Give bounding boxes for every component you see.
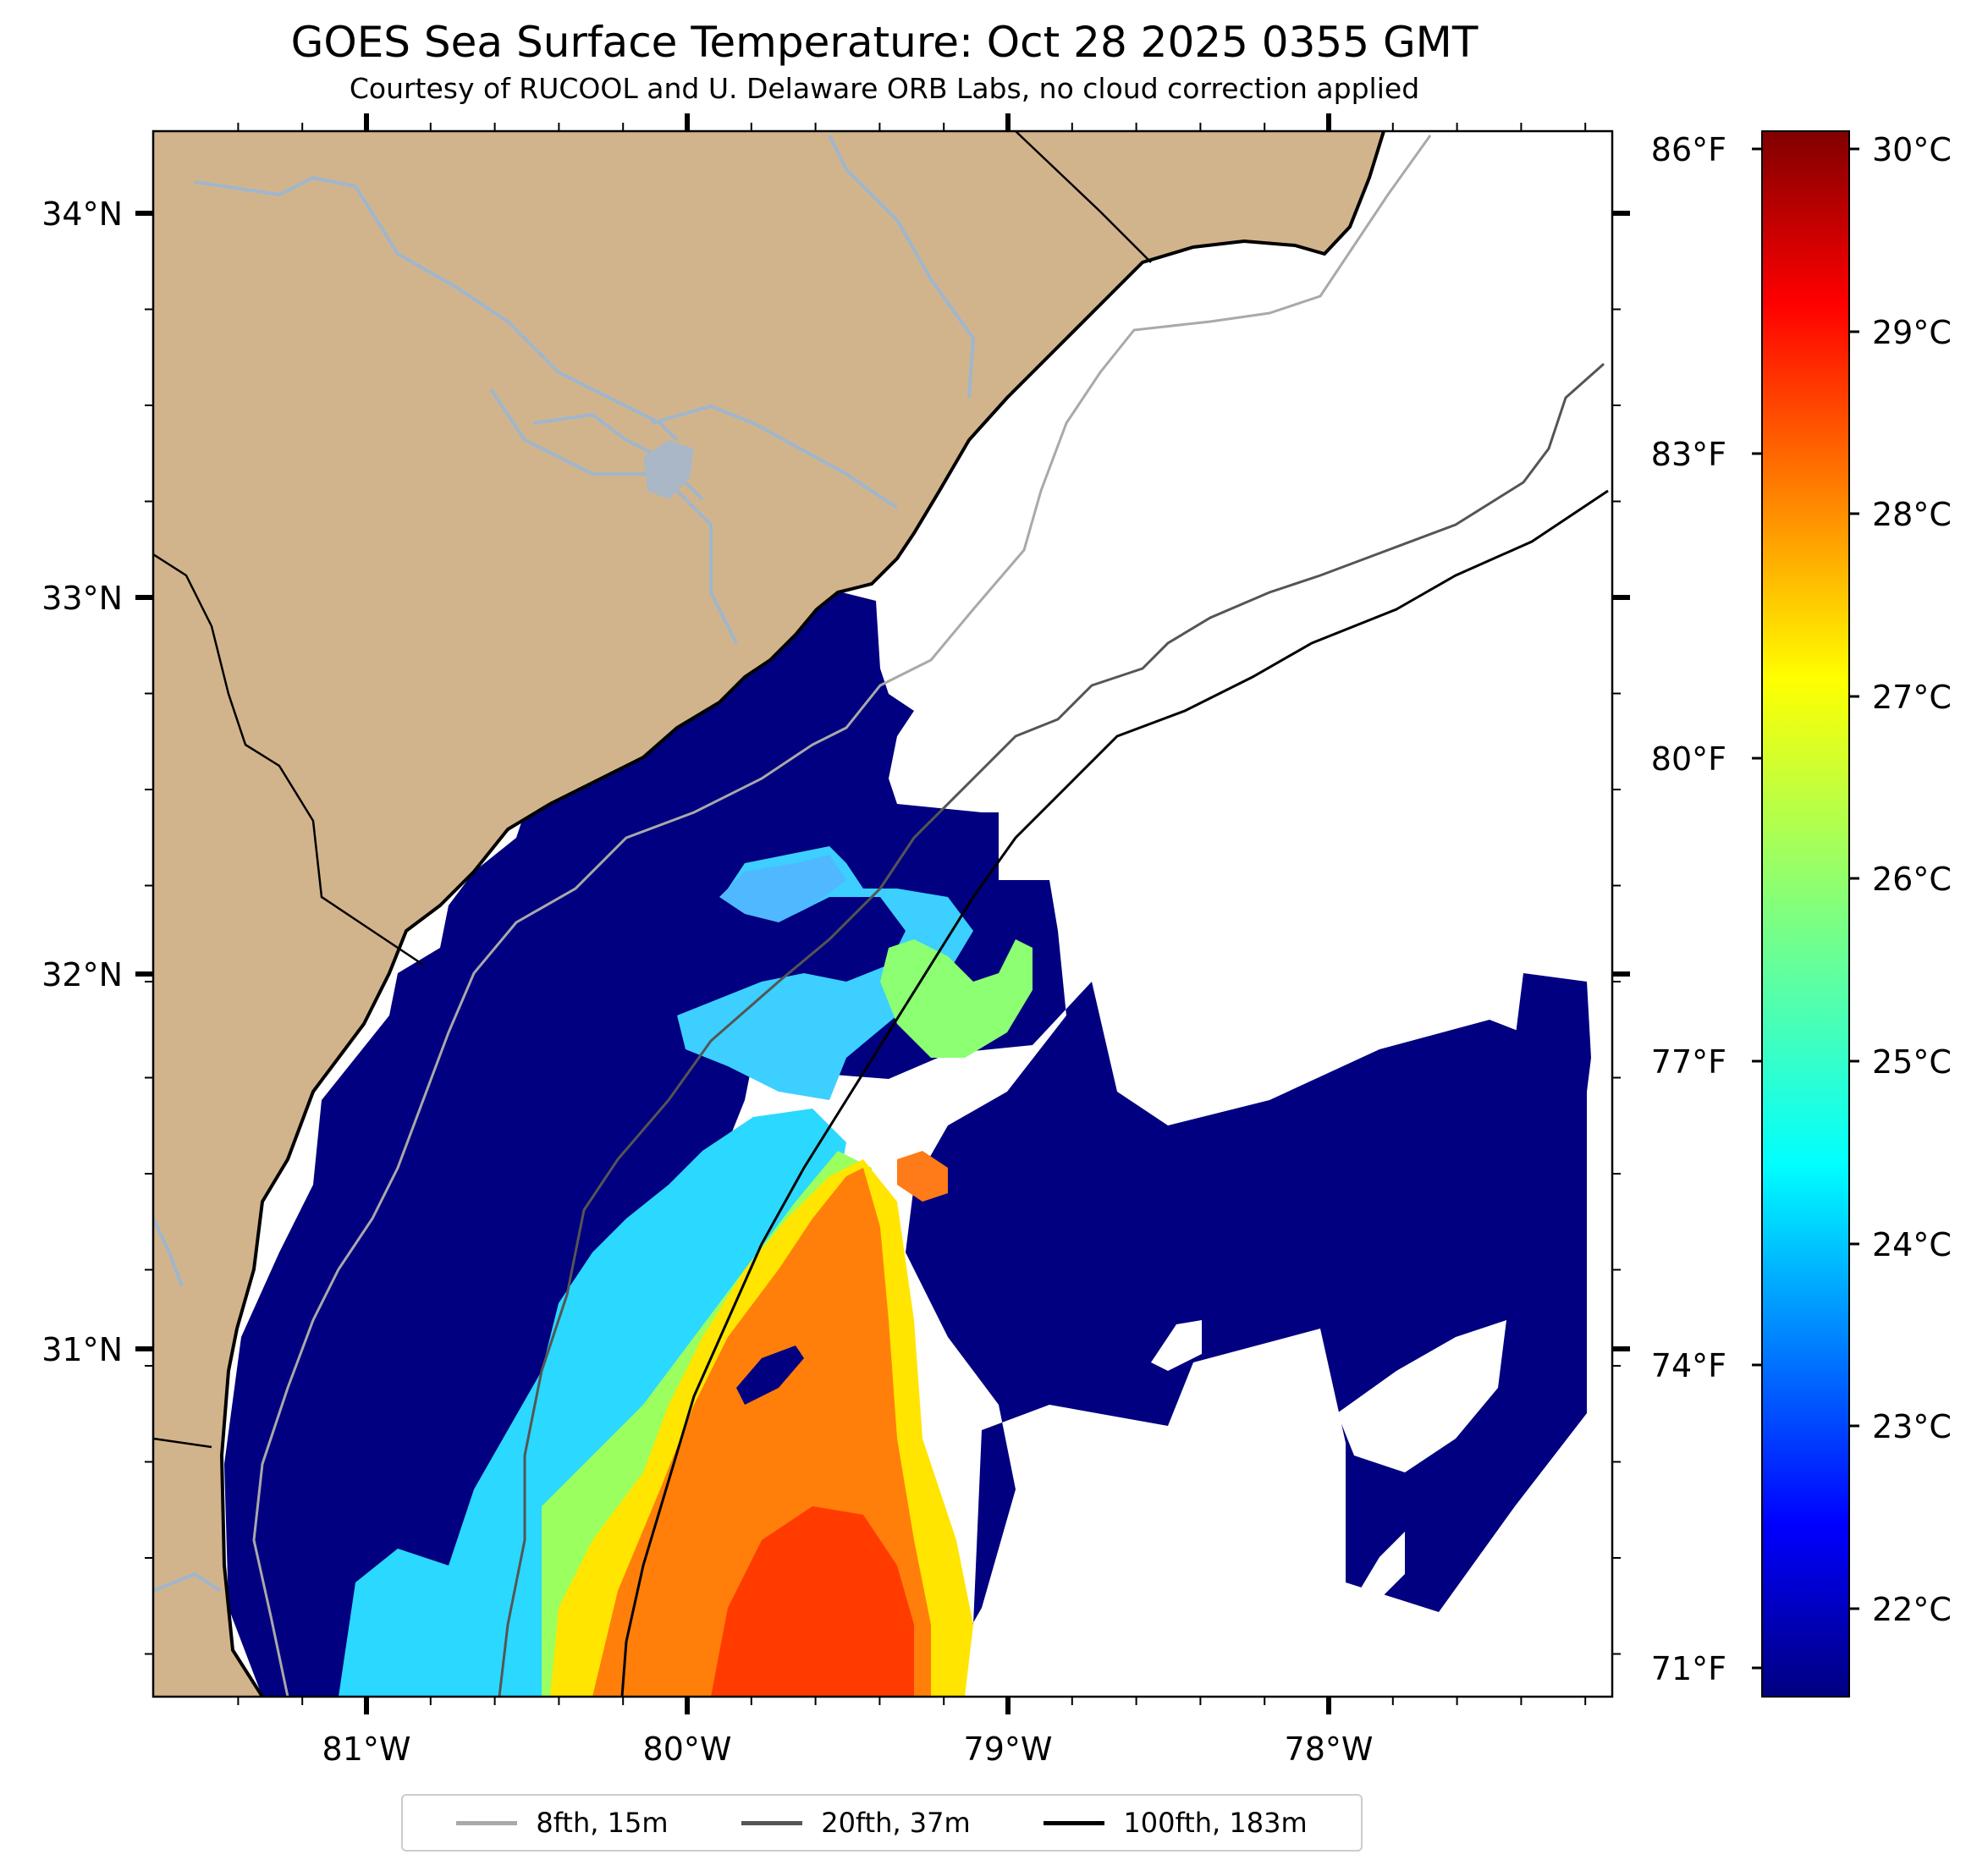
legend-label-20fth: 20fth, 37m	[821, 1807, 971, 1839]
fahrenheit-label-80: 80°F	[1651, 740, 1726, 778]
legend-item-100fth: 100fth, 183m	[1044, 1807, 1308, 1839]
legend-label-8fth: 8fth, 15m	[536, 1807, 669, 1839]
lightblue-patch-top	[719, 855, 846, 922]
map-subtitle: Courtesy of RUCOOL and U. Delaware ORB L…	[349, 72, 1420, 105]
lon-label-79: 79°W	[964, 1731, 1053, 1768]
celsius-label-25: 25°C	[1872, 1043, 1952, 1081]
green-patch-north	[880, 939, 1033, 1058]
lat-label-32: 32°N	[41, 956, 123, 993]
fahrenheit-label-86: 86°F	[1651, 131, 1726, 168]
legend-swatch-8fth	[456, 1820, 518, 1825]
lon-label-80: 80°W	[643, 1731, 732, 1768]
celsius-label-26: 26°C	[1872, 861, 1952, 898]
lon-label-81: 81°W	[322, 1731, 411, 1768]
legend-item-8fth: 8fth, 15m	[456, 1807, 668, 1839]
legend-label-100fth: 100fth, 183m	[1123, 1807, 1308, 1839]
minor-ticks	[145, 123, 1621, 1705]
lat-label-33: 33°N	[41, 580, 123, 617]
fahrenheit-label-83: 83°F	[1651, 436, 1726, 473]
navy-hole-in-warm-water	[736, 1345, 804, 1405]
cloud-gap-3	[1354, 1532, 1405, 1608]
lat-label-31: 31°N	[41, 1331, 123, 1368]
legend-item-20fth: 20fth, 37m	[741, 1807, 971, 1839]
celsius-label-24: 24°C	[1872, 1226, 1952, 1263]
isobath-20fth	[498, 362, 1605, 1697]
legend-swatch-20fth	[741, 1820, 803, 1825]
lat-label-34: 34°N	[41, 195, 123, 233]
fahrenheit-label-77: 77°F	[1651, 1043, 1726, 1081]
red-water-patch	[711, 1506, 914, 1697]
celsius-label-27: 27°C	[1872, 679, 1952, 716]
celsius-label-23: 23°C	[1872, 1408, 1952, 1445]
isobath-legend: 8fth, 15m 20fth, 37m 100fth, 183m	[401, 1794, 1363, 1852]
state-borders	[153, 131, 1152, 1449]
colorbar: 86°F 83°F 80°F 77°F 74°F 71°F 30°C 29°C …	[1651, 130, 1952, 1698]
fahrenheit-label-74: 74°F	[1651, 1347, 1726, 1384]
orange-patch-east	[897, 1151, 948, 1202]
cold-water-offshore-east	[1329, 973, 1591, 1329]
lon-label-78: 78°W	[1285, 1731, 1374, 1768]
legend-swatch-100fth	[1044, 1820, 1105, 1825]
coastline	[219, 131, 1385, 1697]
cloud-gap-2	[1337, 1320, 1506, 1472]
celsius-label-22: 22°C	[1872, 1591, 1952, 1628]
colorbar-ticks	[1752, 147, 1859, 1670]
isobath-100fth	[620, 489, 1609, 1697]
celsius-label-28: 28°C	[1872, 496, 1952, 533]
land-region	[153, 131, 1384, 1697]
map-title: GOES Sea Surface Temperature: Oct 28 202…	[290, 18, 1479, 67]
isobath-8fth	[252, 135, 1432, 1697]
cloud-gap-1	[1151, 1320, 1202, 1371]
fahrenheit-label-71: 71°F	[1651, 1650, 1726, 1687]
cyan-water-patch-north	[677, 846, 973, 1100]
colorbar-gradient	[1761, 130, 1850, 1698]
map-frame	[151, 129, 1614, 1698]
map-plot-area	[153, 131, 1612, 1697]
lake	[643, 440, 694, 499]
celsius-label-30: 30°C	[1872, 131, 1952, 168]
celsius-label-29: 29°C	[1872, 314, 1952, 351]
